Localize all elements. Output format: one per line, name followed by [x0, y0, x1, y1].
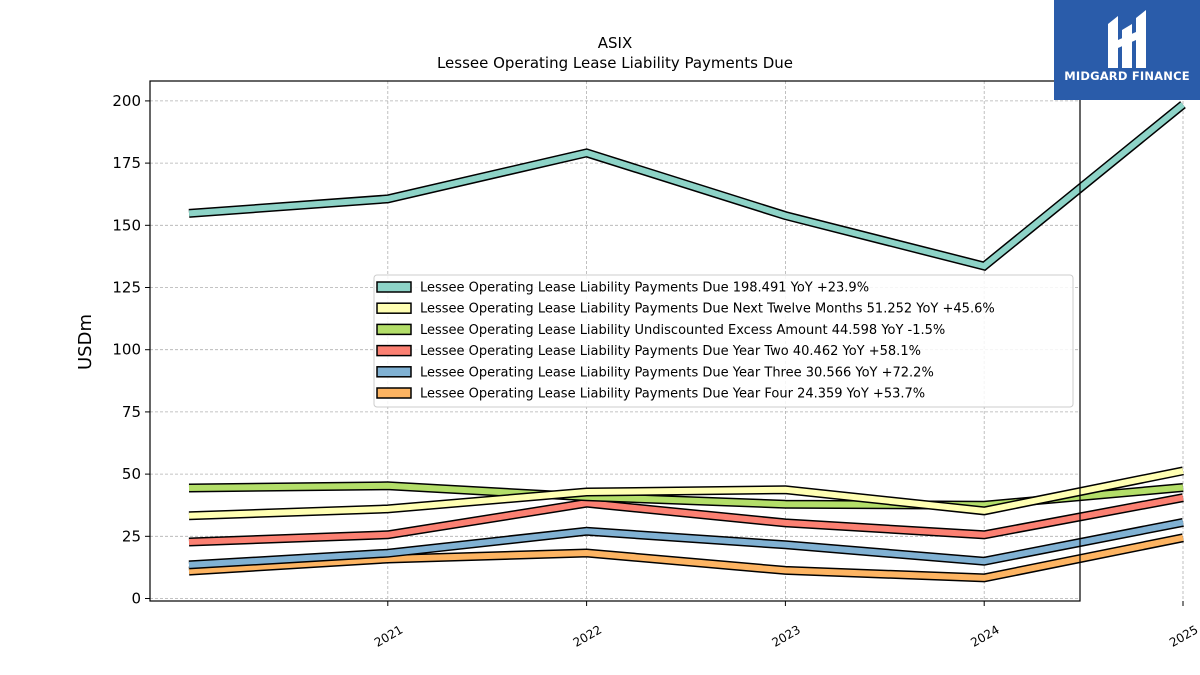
legend-label: Lessee Operating Lease Liability Payment… — [420, 365, 934, 380]
legend-swatch — [376, 344, 412, 357]
y-tick-label: 50 — [122, 465, 141, 483]
series-line-2 — [188, 466, 1184, 521]
legend-label: Lessee Operating Lease Liability Payment… — [420, 302, 995, 317]
legend-swatch — [376, 387, 412, 399]
legend-entry: Lessee Operating Lease Liability Undisco… — [376, 323, 945, 338]
legend: Lessee Operating Lease Liability Payment… — [373, 274, 1074, 408]
legend-swatch — [376, 323, 412, 336]
x-tick-label: 2023 — [769, 622, 802, 649]
plot-frame — [149, 80, 1081, 602]
legend-label: Lessee Operating Lease Liability Payment… — [420, 344, 921, 359]
series-line-1 — [188, 101, 1186, 272]
x-tick-label: 2025 — [1167, 622, 1200, 649]
legend-entry: Lessee Operating Lease Liability Payment… — [376, 387, 925, 402]
legend-label: Lessee Operating Lease Liability Undisco… — [420, 323, 945, 338]
y-tick-label: 175 — [112, 154, 141, 172]
y-tick-label: 200 — [112, 92, 141, 110]
legend-swatch — [376, 366, 412, 378]
y-tick-label: 75 — [122, 403, 141, 421]
x-axis-ticks: 2021 2022 2023 2024 2025 — [372, 601, 1200, 650]
x-tick-label: 2024 — [968, 622, 1001, 649]
series-line-6 — [188, 533, 1184, 583]
logo-mark-icon — [1108, 10, 1146, 68]
legend-label: Lessee Operating Lease Liability Payment… — [420, 281, 869, 296]
y-tick-label: 0 — [131, 590, 141, 608]
y-tick-label: 125 — [112, 279, 141, 297]
y-axis-ticks: 0 25 50 75 100 125 150 175 200 — [112, 92, 150, 608]
series-line-5 — [188, 517, 1184, 570]
legend-swatch — [376, 302, 412, 314]
x-tick-label: 2022 — [571, 622, 604, 649]
legend-entry: Lessee Operating Lease Liability Payment… — [376, 344, 921, 359]
y-tick-label: 25 — [122, 527, 141, 545]
legend-entry: Lessee Operating Lease Liability Payment… — [376, 302, 995, 317]
legend-box — [373, 274, 1074, 408]
series-lines — [188, 101, 1186, 583]
x-tick-label: 2021 — [372, 622, 405, 649]
chart-subtitle: Lessee Operating Lease Liability Payment… — [437, 54, 793, 72]
legend-entry: Lessee Operating Lease Liability Payment… — [376, 281, 869, 296]
y-axis-label: USDm — [75, 314, 96, 370]
legend-entry: Lessee Operating Lease Liability Payment… — [376, 365, 934, 380]
y-tick-label: 100 — [112, 341, 141, 359]
legend-swatch — [376, 281, 412, 293]
y-tick-label: 150 — [112, 216, 141, 234]
series-line-4 — [188, 493, 1184, 547]
legend-label: Lessee Operating Lease Liability Payment… — [420, 387, 925, 402]
chart-title: ASIX — [598, 34, 632, 52]
logo: MIDGARD FINANCE — [1054, 0, 1200, 100]
logo-text: MIDGARD FINANCE — [1064, 69, 1190, 83]
